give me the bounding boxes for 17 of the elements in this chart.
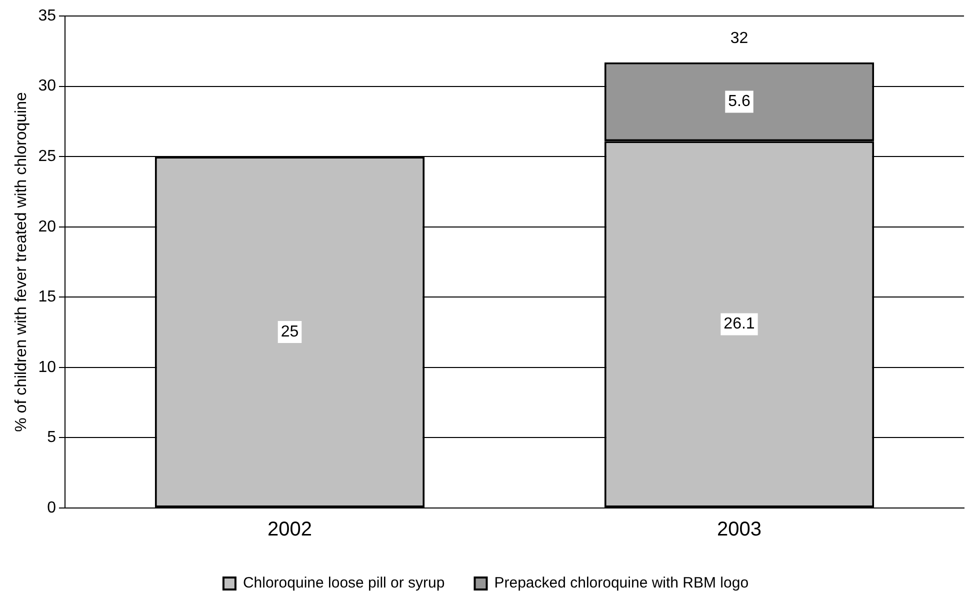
- y-tick-label: 15: [38, 288, 56, 306]
- y-tick-label: 30: [38, 78, 56, 95]
- y-tick-label: 10: [38, 358, 56, 376]
- y-axis-title: % of children with fever treated with chloroquine: [13, 92, 30, 432]
- x-tick-label: 2002: [268, 518, 312, 541]
- x-tick-label: 2003: [717, 518, 762, 541]
- legend-label: Prepacked chloroquine with RBM logo: [494, 574, 749, 592]
- y-tick-label: 5: [47, 429, 56, 446]
- legend-label: Chloroquine loose pill or syrup: [242, 574, 445, 592]
- y-tick-label: 25: [38, 148, 56, 165]
- data-label: 25: [280, 323, 299, 340]
- data-label: 5.6: [728, 93, 750, 110]
- y-tick-label: 35: [38, 7, 56, 24]
- total-label: 32: [730, 30, 748, 47]
- y-tick-label: 20: [38, 218, 56, 236]
- data-label: 26.1: [724, 316, 755, 333]
- y-tick-label: 0: [47, 499, 56, 516]
